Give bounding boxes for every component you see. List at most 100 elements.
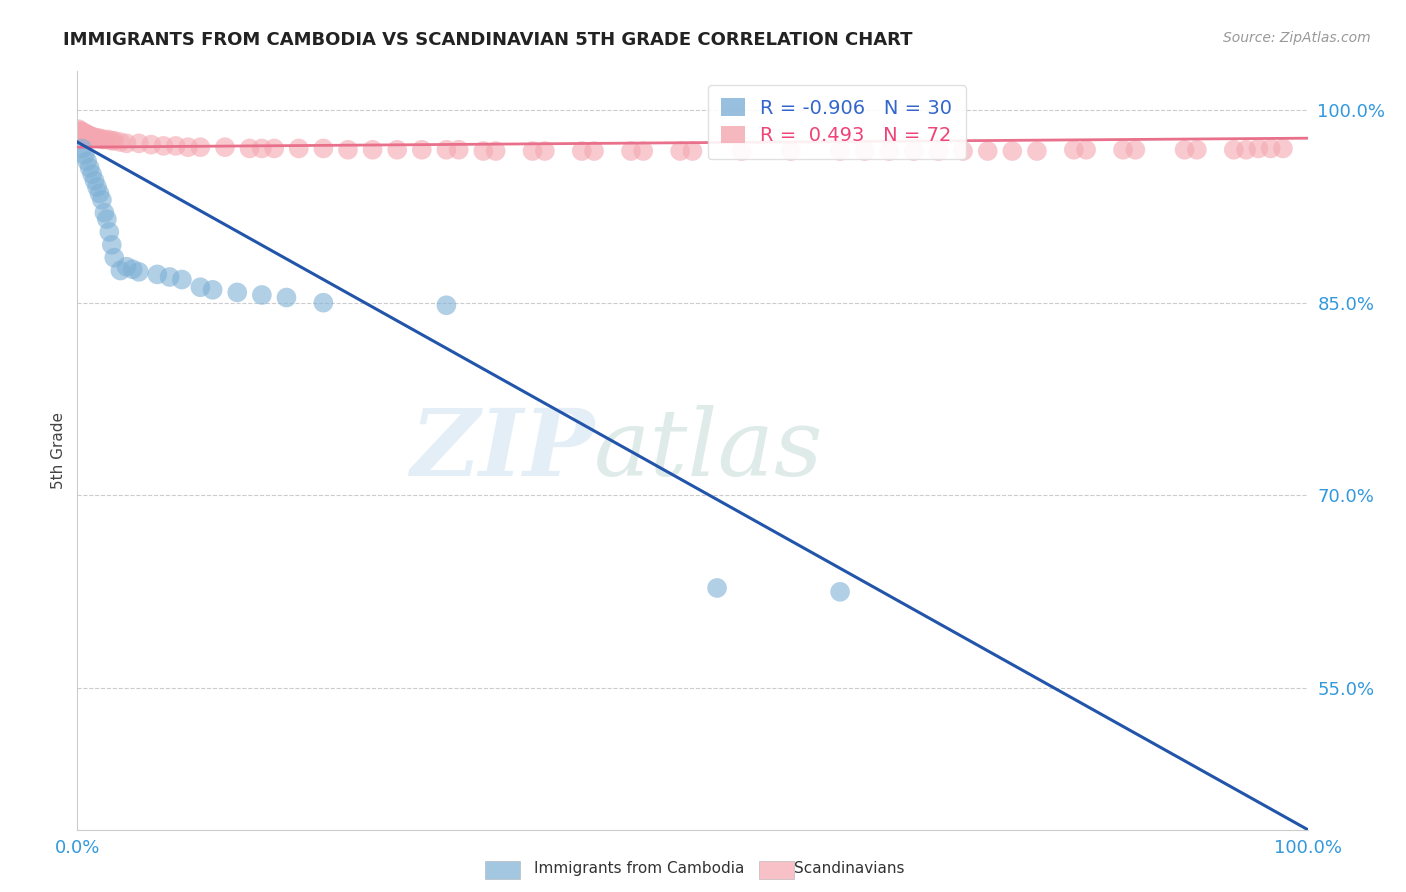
Point bbox=[534, 144, 557, 158]
Point bbox=[780, 144, 803, 158]
Text: Scandinavians: Scandinavians bbox=[794, 862, 905, 876]
Point bbox=[1026, 144, 1049, 158]
Point bbox=[93, 132, 115, 146]
Point bbox=[101, 237, 124, 252]
Point bbox=[83, 173, 105, 187]
Point bbox=[115, 260, 138, 274]
Point bbox=[682, 144, 704, 158]
Point bbox=[1125, 143, 1147, 157]
Point bbox=[201, 283, 224, 297]
Point bbox=[952, 144, 974, 158]
Point bbox=[1260, 141, 1282, 155]
Point bbox=[152, 139, 174, 153]
Point bbox=[1001, 144, 1024, 158]
Point bbox=[1174, 143, 1197, 157]
Point bbox=[288, 141, 311, 155]
Point bbox=[72, 126, 94, 140]
Point bbox=[337, 143, 360, 157]
Text: IMMIGRANTS FROM CAMBODIA VS SCANDINAVIAN 5TH GRADE CORRELATION CHART: IMMIGRANTS FROM CAMBODIA VS SCANDINAVIAN… bbox=[63, 31, 912, 49]
Point bbox=[361, 143, 384, 157]
Point bbox=[103, 251, 125, 265]
Point bbox=[73, 126, 96, 140]
Point bbox=[177, 140, 200, 154]
Point bbox=[485, 144, 508, 158]
Point bbox=[1063, 143, 1085, 157]
Point bbox=[82, 167, 104, 181]
Point bbox=[669, 144, 692, 158]
Point bbox=[1076, 143, 1098, 157]
Point bbox=[903, 144, 925, 158]
Point bbox=[76, 128, 98, 142]
Point bbox=[86, 180, 108, 194]
Point bbox=[70, 125, 93, 139]
Point bbox=[90, 193, 114, 207]
Point bbox=[226, 285, 249, 300]
Point bbox=[436, 143, 458, 157]
Point bbox=[146, 268, 169, 282]
Point bbox=[165, 139, 187, 153]
Point bbox=[312, 295, 335, 310]
Point bbox=[79, 128, 101, 143]
Point bbox=[159, 270, 181, 285]
Point bbox=[110, 263, 132, 277]
Point bbox=[1223, 143, 1246, 157]
Point bbox=[853, 144, 876, 158]
Point bbox=[70, 141, 93, 155]
Point bbox=[89, 186, 111, 201]
Point bbox=[70, 125, 93, 139]
Point bbox=[188, 280, 212, 294]
Text: Immigrants from Cambodia: Immigrants from Cambodia bbox=[534, 862, 745, 876]
Point bbox=[93, 205, 115, 219]
Point bbox=[89, 131, 111, 145]
Point bbox=[67, 122, 90, 136]
Point bbox=[110, 135, 132, 149]
Point bbox=[620, 144, 643, 158]
Point bbox=[121, 262, 143, 277]
Point bbox=[128, 136, 150, 151]
Legend: R = -0.906   N = 30, R =  0.493   N = 72: R = -0.906 N = 30, R = 0.493 N = 72 bbox=[707, 85, 966, 159]
Point bbox=[86, 131, 108, 145]
Point bbox=[522, 144, 544, 158]
Point bbox=[1247, 141, 1270, 155]
Point bbox=[96, 212, 118, 227]
Point bbox=[90, 132, 114, 146]
Point bbox=[97, 132, 120, 146]
Text: ZIP: ZIP bbox=[409, 406, 595, 495]
Point bbox=[411, 143, 433, 157]
Point bbox=[170, 272, 193, 286]
Point bbox=[830, 144, 852, 158]
Point bbox=[276, 291, 298, 305]
Point bbox=[977, 144, 1000, 158]
Point bbox=[98, 225, 121, 239]
Point bbox=[214, 140, 236, 154]
Point bbox=[79, 161, 101, 175]
Point bbox=[1272, 141, 1295, 155]
Point bbox=[188, 140, 212, 154]
Point bbox=[706, 581, 728, 595]
Point bbox=[633, 144, 655, 158]
Point bbox=[731, 144, 754, 158]
Point bbox=[75, 128, 97, 142]
Point bbox=[1112, 143, 1135, 157]
Point bbox=[103, 134, 125, 148]
Point bbox=[128, 265, 150, 279]
Text: Source: ZipAtlas.com: Source: ZipAtlas.com bbox=[1223, 31, 1371, 45]
Point bbox=[385, 143, 409, 157]
Point bbox=[472, 144, 495, 158]
Y-axis label: 5th Grade: 5th Grade bbox=[51, 412, 66, 489]
Point bbox=[101, 134, 124, 148]
Point bbox=[76, 154, 98, 169]
Point bbox=[250, 288, 273, 302]
Point bbox=[84, 131, 107, 145]
Point bbox=[436, 298, 458, 312]
Point bbox=[141, 137, 163, 152]
Point bbox=[312, 141, 335, 155]
Text: atlas: atlas bbox=[595, 406, 824, 495]
Point bbox=[571, 144, 593, 158]
Point bbox=[115, 136, 138, 151]
Point bbox=[82, 129, 104, 144]
Point bbox=[447, 143, 470, 157]
Point bbox=[250, 141, 273, 155]
Point bbox=[583, 144, 606, 158]
Point bbox=[73, 148, 96, 162]
